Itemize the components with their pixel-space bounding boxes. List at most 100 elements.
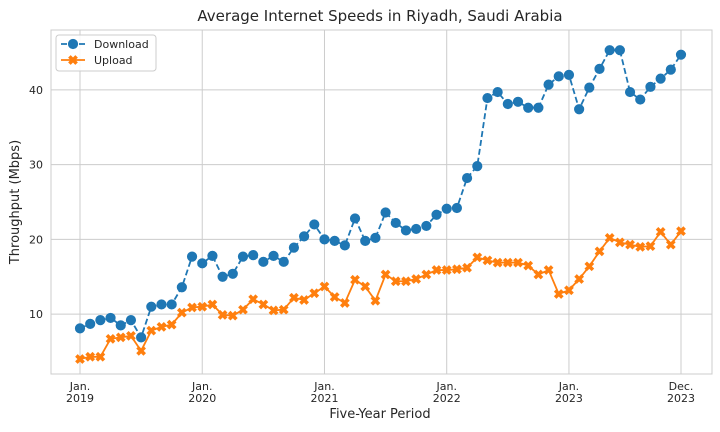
download-point [411, 223, 422, 235]
upload-point [350, 274, 360, 285]
download-point [655, 73, 666, 84]
upload-point [146, 325, 157, 336]
upload-point [197, 301, 208, 312]
download-point [482, 92, 493, 104]
download-point [288, 242, 300, 253]
plot-frame [50, 29, 713, 375]
upload-point [615, 237, 625, 248]
upload-point [309, 288, 320, 299]
upload-point [574, 274, 585, 284]
download-point [258, 256, 269, 267]
upload-point [95, 351, 106, 362]
download-point [441, 203, 452, 214]
upload-point [187, 302, 197, 313]
upload-point [75, 354, 85, 364]
upload-point [604, 233, 615, 243]
download-point [248, 249, 259, 261]
legend-label-download: Download [94, 38, 149, 51]
download-point [125, 315, 137, 326]
upload-point [645, 241, 656, 251]
x-tick-label: 2021 [310, 392, 338, 405]
download-point [146, 301, 157, 312]
download-point [217, 271, 228, 282]
download-point [635, 94, 646, 105]
download-point [512, 96, 524, 107]
download-point [329, 235, 340, 246]
upload-point [156, 322, 167, 332]
upload-point [472, 252, 483, 263]
download-point [604, 45, 615, 56]
download-point [502, 98, 513, 110]
download-point [85, 318, 96, 329]
y-axis-label: Throughput (Mbps) [8, 140, 23, 265]
download-point [237, 251, 249, 262]
x-tick-label: Jan. [191, 380, 212, 393]
download-point [421, 220, 432, 232]
upload-point [238, 304, 248, 315]
download-point [380, 207, 391, 218]
download-point [136, 332, 147, 343]
download-point [278, 256, 289, 267]
upload-point [360, 281, 371, 292]
upload-point [85, 351, 96, 362]
y-tick-label: 20 [29, 233, 43, 246]
upload-point [217, 310, 228, 320]
download-point [95, 315, 106, 326]
upload-point [207, 299, 218, 310]
download-point [563, 69, 575, 80]
download-point [461, 172, 473, 184]
upload-point [401, 276, 411, 287]
upload-point [462, 262, 472, 273]
upload-point [136, 345, 146, 356]
download-point [349, 213, 361, 224]
upload-point [319, 281, 330, 292]
upload-point [380, 269, 391, 280]
upload-point [492, 257, 503, 268]
upload-point [553, 289, 564, 299]
upload-point [411, 274, 422, 284]
download-point [197, 258, 208, 269]
y-tick-label: 40 [29, 84, 43, 97]
x-axis-ticks: Jan.2019Jan.2020Jan.2021Jan.2022Jan.2023… [66, 380, 695, 405]
upload-point [502, 257, 513, 268]
y-axis-ticks: 10 20 30 40 [29, 84, 43, 321]
download-point [360, 235, 371, 246]
download-point [339, 240, 350, 251]
upload-point [655, 227, 666, 237]
series-layer [74, 45, 687, 364]
legend: Download Upload [55, 34, 157, 72]
upload-point [584, 261, 595, 272]
x-tick-label: 2019 [66, 392, 94, 405]
chart-title: Average Internet Speeds in Riyadh, Saudi… [197, 7, 562, 25]
download-point [543, 79, 554, 90]
y-tick-label: 30 [29, 159, 43, 172]
x-tick-label: 2022 [433, 392, 461, 405]
legend-label-upload: Upload [94, 54, 133, 67]
upload-point [339, 298, 350, 308]
upload-point [482, 255, 493, 266]
download-point [309, 219, 320, 230]
upload-point [431, 265, 442, 275]
upload-point [513, 257, 523, 268]
download-point [74, 323, 86, 334]
download-point [319, 234, 330, 245]
download-point [176, 282, 187, 293]
download-point [645, 81, 656, 92]
download-point [614, 45, 625, 56]
upload-point [289, 292, 299, 303]
upload-point [533, 269, 544, 280]
x-tick-label: Jan. [313, 380, 334, 393]
download-point [574, 104, 585, 115]
download-point [227, 268, 238, 279]
x-tick-label: Dec. [669, 380, 694, 393]
download-point [390, 217, 401, 229]
download-point [105, 312, 116, 324]
download-point [665, 64, 676, 75]
upload-point [299, 295, 309, 305]
upload-point [166, 319, 177, 330]
download-point [533, 102, 544, 113]
download-point [472, 161, 483, 172]
download-point [594, 63, 605, 74]
gridlines [51, 30, 712, 374]
